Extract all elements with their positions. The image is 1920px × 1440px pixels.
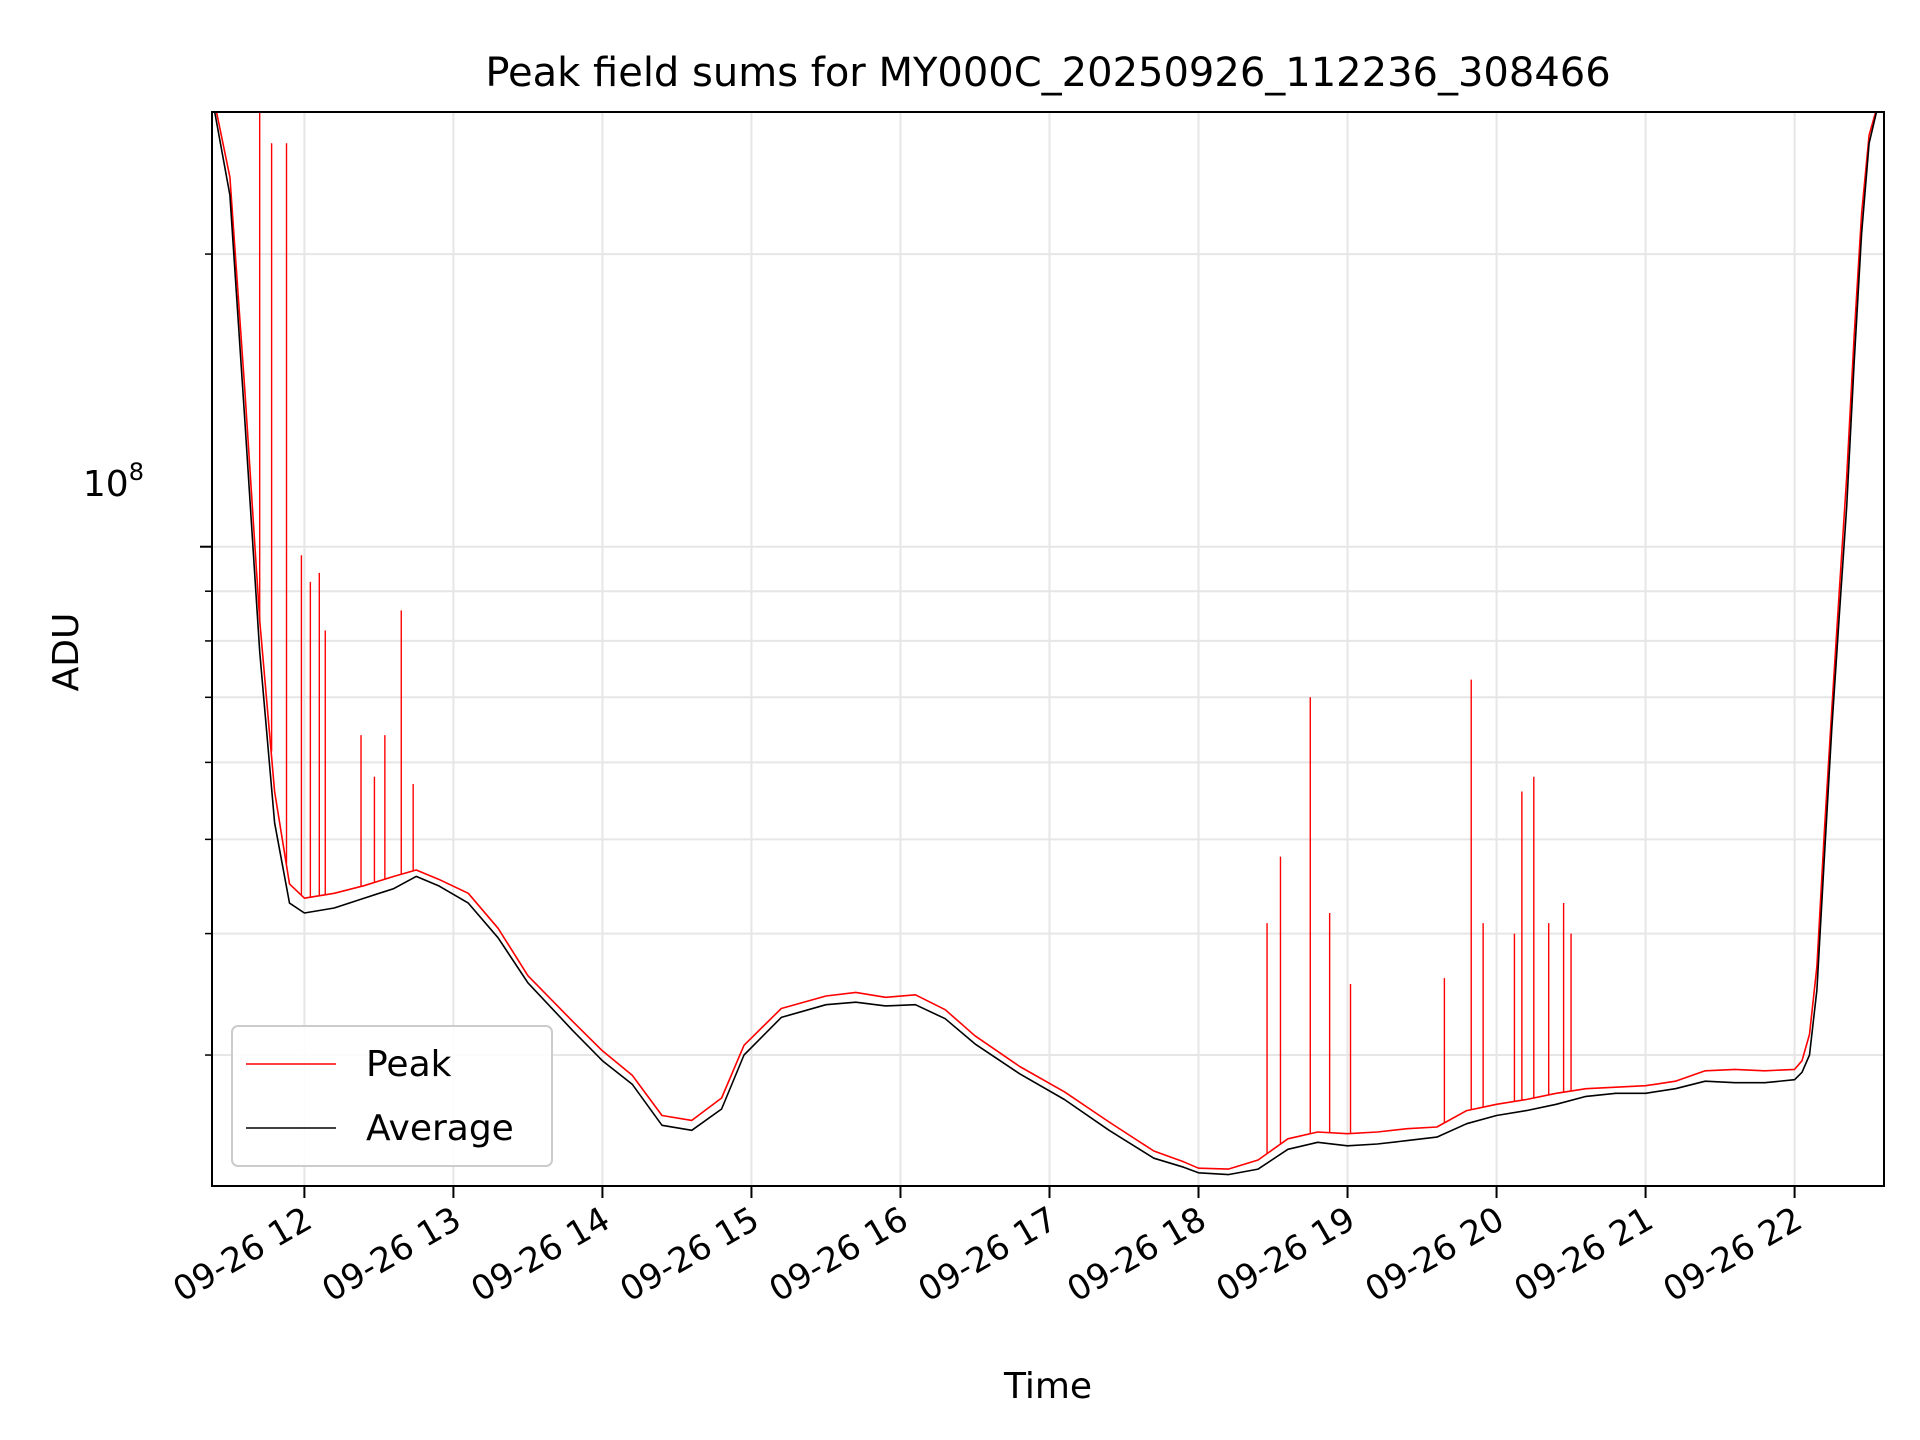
series-line-average [213,112,1884,1176]
plot-area [213,112,1884,1176]
series-line-peak [215,112,1877,1170]
plot-frame [211,111,1885,1187]
legend-label-peak: Peak [366,1044,452,1085]
series-layer [213,112,1884,1176]
y-tick-label-1e8: 108 [83,458,144,505]
y-axis-label: ADU [46,613,87,692]
legend: Peak Average [231,1025,553,1167]
chart-title: Peak field sums for MY000C_20250926_1122… [485,50,1610,96]
x-axis-label: Time [1003,1366,1092,1407]
legend-box [231,1025,553,1167]
legend-label-average: Average [366,1108,514,1149]
grid [212,112,1884,1186]
